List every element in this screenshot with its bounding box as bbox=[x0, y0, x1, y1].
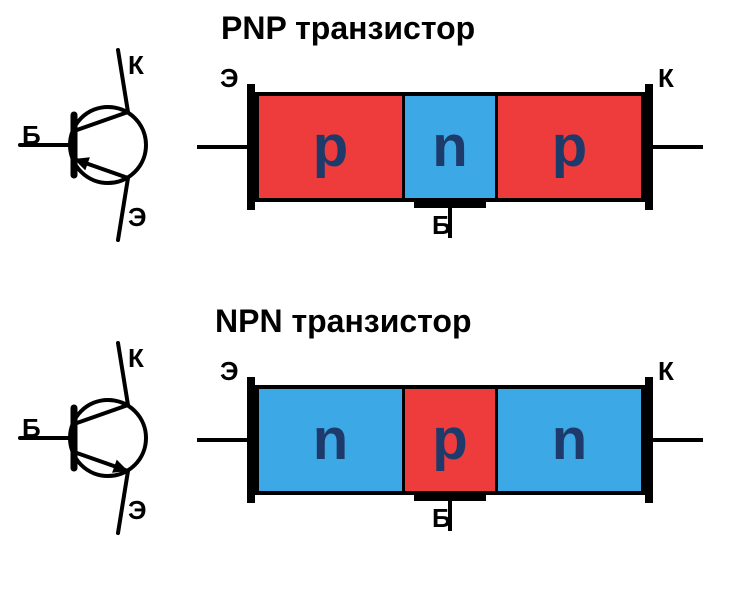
npn-block-body: npn bbox=[255, 385, 645, 495]
diagram-canvas: PNP транзистор К Б Э p n p Э К Б NPN транз… bbox=[0, 0, 750, 602]
pnp-seg-0: p bbox=[259, 96, 405, 198]
npn-seg-2-letter: n bbox=[552, 411, 587, 469]
npn-block-label-k: К bbox=[658, 356, 674, 387]
npn-plate-base bbox=[414, 493, 486, 501]
npn-plate-left bbox=[247, 377, 255, 503]
pnp-title: PNP транзистор bbox=[221, 10, 475, 47]
npn-title: NPN транзистор bbox=[215, 303, 472, 340]
pnp-plate-left bbox=[247, 84, 255, 210]
pnp-block-label-e: Э bbox=[220, 63, 239, 94]
npn-seg-2: n bbox=[498, 389, 641, 491]
pnp-block-body: pnp bbox=[255, 92, 645, 202]
npn-seg-0-letter: n bbox=[313, 411, 348, 469]
npn-symbol-label-e: Э bbox=[128, 495, 147, 526]
pnp-symbol-label-e: Э bbox=[128, 202, 147, 233]
pnp-symbol-label-b: Б bbox=[22, 120, 41, 151]
npn-seg-0: n bbox=[259, 389, 405, 491]
pnp-block-label-k: К bbox=[658, 63, 674, 94]
npn-seg-1: p bbox=[405, 389, 498, 491]
npn-lead-collector bbox=[653, 438, 703, 442]
pnp-seg-1-letter: n bbox=[432, 118, 467, 176]
pnp-seg-2: p bbox=[498, 96, 641, 198]
npn-symbol-label-k: К bbox=[128, 343, 144, 374]
pnp-seg-0-letter: p bbox=[313, 118, 348, 176]
pnp-seg-2-letter: p bbox=[552, 118, 587, 176]
npn-seg-1-letter: p bbox=[432, 411, 467, 469]
pnp-plate-right bbox=[645, 84, 653, 210]
pnp-plate-base bbox=[414, 200, 486, 208]
pnp-lead-emitter bbox=[197, 145, 247, 149]
npn-plate-right bbox=[645, 377, 653, 503]
pnp-block-label-b: Б bbox=[432, 210, 451, 241]
npn-symbol-label-b: Б bbox=[22, 413, 41, 444]
pnp-seg-1: n bbox=[405, 96, 498, 198]
npn-lead-emitter bbox=[197, 438, 247, 442]
npn-block-label-b: Б bbox=[432, 503, 451, 534]
pnp-symbol-label-k: К bbox=[128, 50, 144, 81]
npn-block-label-e: Э bbox=[220, 356, 239, 387]
pnp-lead-collector bbox=[653, 145, 703, 149]
pnp-symbol bbox=[20, 50, 190, 240]
npn-symbol bbox=[20, 343, 190, 533]
